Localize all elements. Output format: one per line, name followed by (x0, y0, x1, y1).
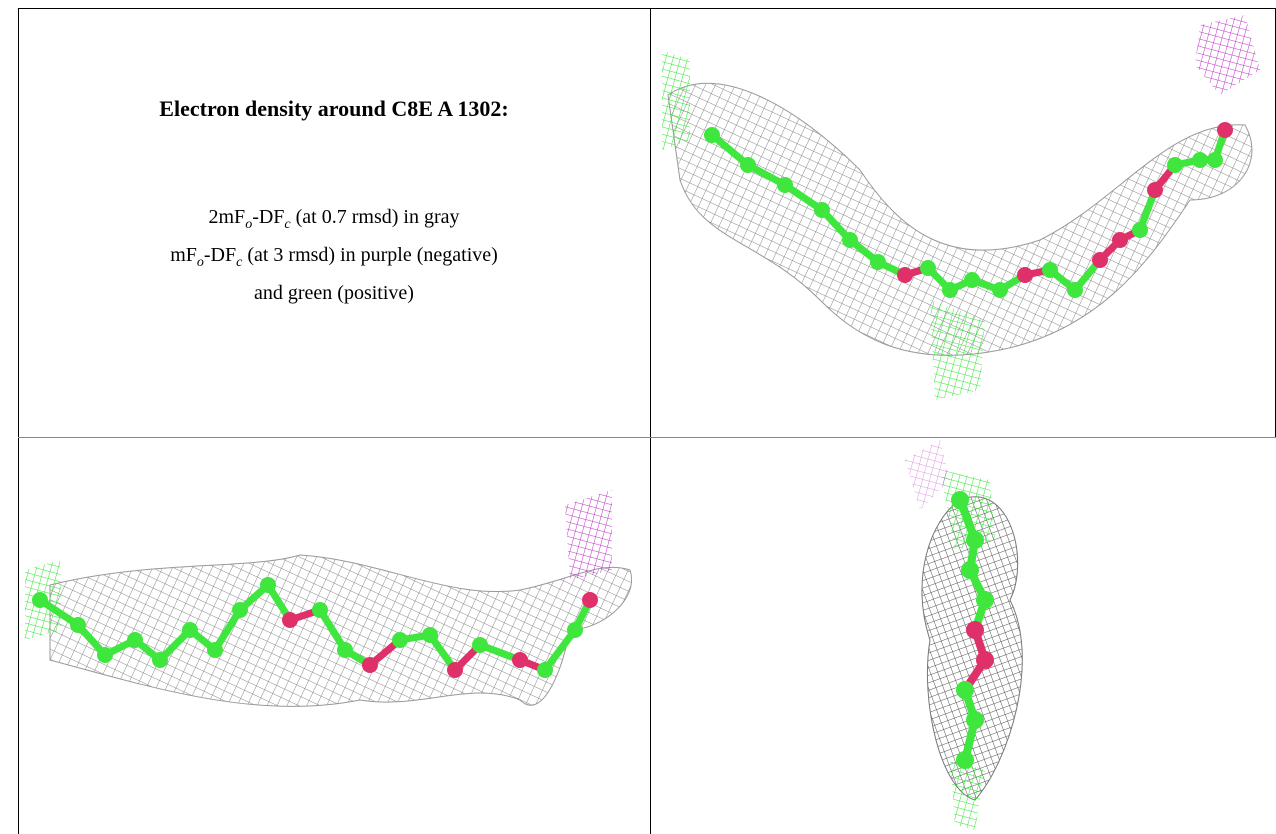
atom (127, 632, 143, 648)
atom (1067, 282, 1083, 298)
text-run: -DF (203, 244, 237, 266)
text-run: (at 0.7 rmsd) in gray (290, 206, 460, 228)
atom (232, 602, 248, 618)
atom (1147, 182, 1163, 198)
atom (152, 652, 168, 668)
atom (567, 622, 583, 638)
density-panel-2 (25, 490, 633, 707)
atom (964, 272, 980, 288)
atom (870, 254, 886, 270)
atom (976, 591, 994, 609)
atom (740, 157, 756, 173)
atom (392, 632, 408, 648)
atom (1132, 222, 1148, 238)
atom (447, 662, 463, 678)
atom (920, 260, 936, 276)
atom (951, 491, 969, 509)
atom (1217, 122, 1233, 138)
atom (282, 612, 298, 628)
atom (966, 531, 984, 549)
atom (312, 602, 328, 618)
subscript: o (196, 255, 204, 270)
atom (897, 267, 913, 283)
text-run: 2mF (208, 206, 246, 228)
atom (207, 642, 223, 658)
atom (70, 617, 86, 633)
atom (814, 202, 830, 218)
text-run: mF (170, 244, 197, 266)
density-panel-3 (905, 440, 1023, 830)
atom (704, 127, 720, 143)
subscript: o (245, 217, 253, 232)
atom (777, 177, 793, 193)
atom (97, 647, 113, 663)
atom (362, 657, 378, 673)
legend-line: and green (positive) (18, 278, 650, 309)
atom (966, 711, 984, 729)
text-run: and green (positive) (254, 282, 414, 304)
atom (1112, 232, 1128, 248)
atom (182, 622, 198, 638)
atom (337, 642, 353, 658)
atom (842, 232, 858, 248)
atom (961, 561, 979, 579)
title: Electron density around C8E A 1302: (159, 96, 509, 121)
subscript: c (284, 217, 291, 232)
atom (472, 637, 488, 653)
legend-line: 2mFo-DFc (at 0.7 rmsd) in gray (18, 202, 650, 240)
atom (956, 751, 974, 769)
legend: 2mFo-DFc (at 0.7 rmsd) in gray mFo-DFc (a… (18, 202, 650, 309)
atom (956, 681, 974, 699)
atom (1192, 152, 1208, 168)
atom (992, 282, 1008, 298)
atom (512, 652, 528, 668)
bond (541, 626, 579, 674)
text-run: (at 3 rmsd) in purple (negative) (242, 244, 498, 266)
atom (1092, 252, 1108, 268)
atom (1207, 152, 1223, 168)
atom (976, 651, 994, 669)
atom (422, 627, 438, 643)
atom (1167, 157, 1183, 173)
table-borders (18, 8, 1276, 834)
subscript: c (236, 255, 243, 270)
atom (1042, 262, 1058, 278)
text-run: -DF (252, 206, 285, 228)
atom (260, 577, 276, 593)
atom (32, 592, 48, 608)
atom (537, 662, 553, 678)
atom (942, 282, 958, 298)
atom (1017, 267, 1033, 283)
atom (582, 592, 598, 608)
atom (966, 621, 984, 639)
legend-line: mFo-DFc (at 3 rmsd) in purple (negative) (18, 240, 650, 278)
density-panel-1 (662, 15, 1260, 400)
